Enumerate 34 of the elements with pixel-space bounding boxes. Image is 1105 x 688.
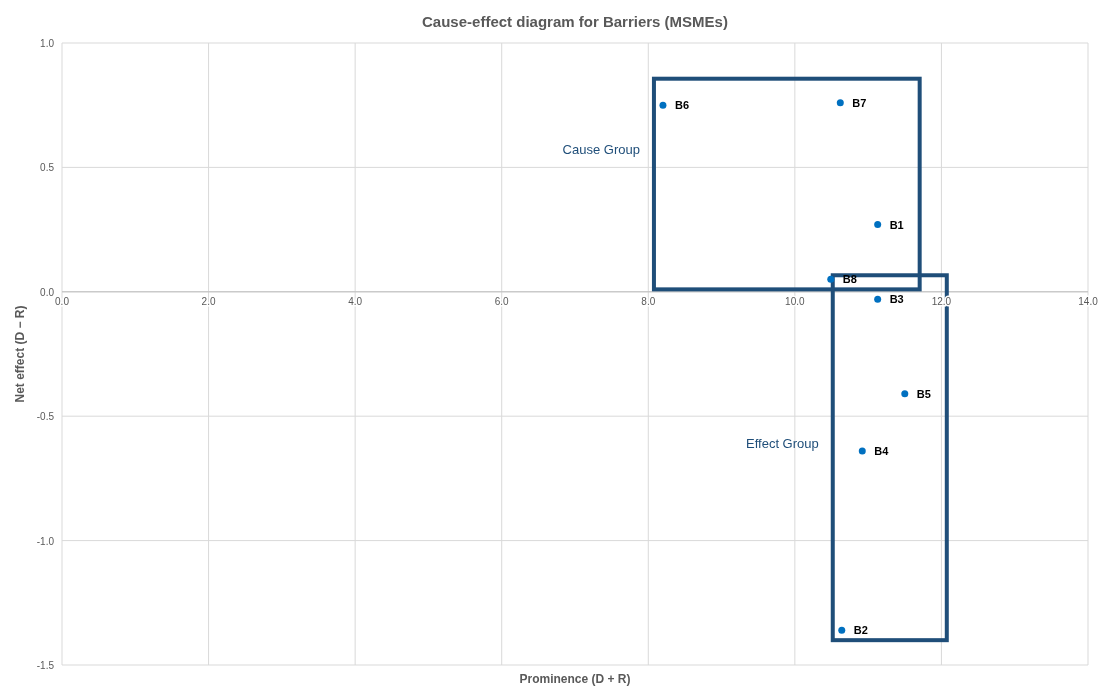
x-axis-title: Prominence (D + R) (519, 672, 631, 686)
point (874, 295, 882, 303)
x-tick-label: 8.0 (641, 295, 656, 307)
x-tick-label: 0.0 (55, 295, 70, 307)
series-label: B6 (674, 99, 690, 112)
y-tick-label: 1.0 (40, 38, 55, 49)
point (827, 275, 835, 283)
y-tick-label: -0.5 (36, 411, 55, 423)
y-tick-label: 0.0 (40, 286, 55, 298)
point (874, 221, 882, 229)
chart-title: Cause-effect diagram for Barriers (MSMEs) (422, 13, 728, 30)
y-tick-label: -1.0 (36, 535, 55, 547)
point (836, 99, 844, 107)
y-axis-title: Net effect (D − R) (13, 305, 27, 403)
y-tick-label: -1.5 (36, 660, 55, 671)
series-label: B3 (889, 293, 904, 306)
series-label: B5 (916, 387, 931, 400)
annotation: Cause Group (562, 142, 640, 158)
y-tick-label: 0.5 (40, 162, 55, 174)
series-label: B4 (874, 445, 890, 458)
point (858, 447, 866, 455)
x-tick-label: 4.0 (348, 295, 363, 307)
x-tick-label: 10.0 (785, 295, 806, 307)
series-label: B8 (842, 273, 857, 286)
point (659, 101, 667, 109)
annotation: Effect Group (746, 435, 819, 451)
series-label: B7 (852, 96, 867, 109)
series-label: B1 (889, 218, 904, 231)
x-tick-label: 14.0 (1078, 295, 1099, 307)
series-label: B2 (853, 624, 868, 637)
point (901, 390, 909, 398)
x-tick-label: 2.0 (201, 295, 216, 307)
x-tick-label: 6.0 (494, 295, 510, 307)
point (838, 626, 846, 634)
